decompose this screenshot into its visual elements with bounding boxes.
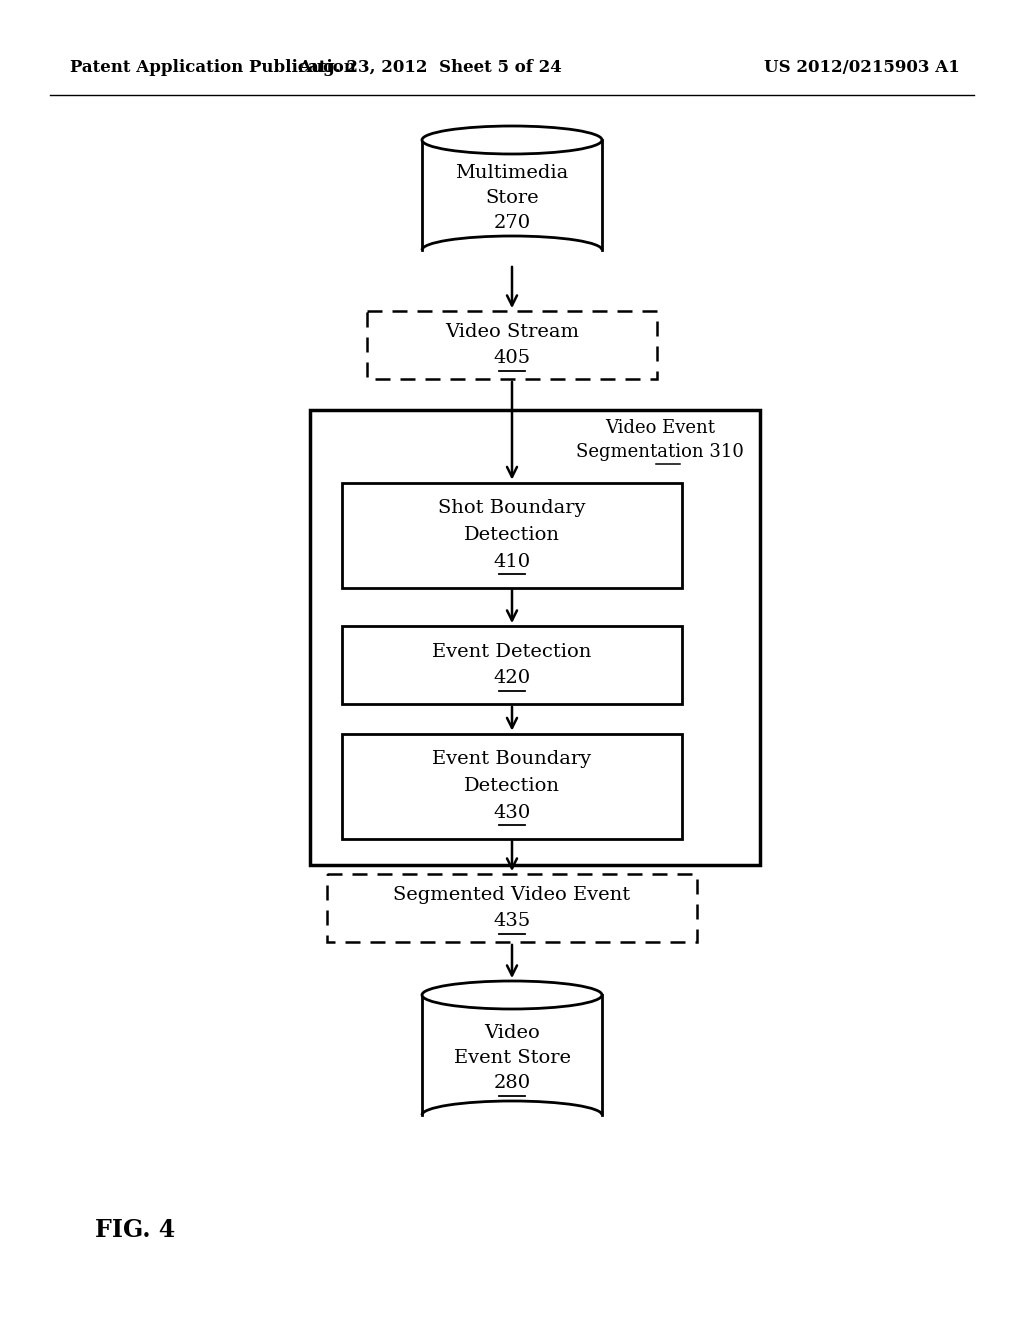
Text: Segmentation 310: Segmentation 310 bbox=[577, 444, 744, 461]
Text: 410: 410 bbox=[494, 553, 530, 570]
Text: Event Store: Event Store bbox=[454, 1049, 570, 1067]
Bar bbox=[422, 140, 602, 249]
Bar bbox=[422, 995, 602, 1115]
Text: FIG. 4: FIG. 4 bbox=[95, 1218, 175, 1242]
Text: Video Stream: Video Stream bbox=[445, 322, 579, 341]
Bar bbox=[342, 483, 682, 587]
Bar bbox=[342, 734, 682, 838]
Text: Segmented Video Event: Segmented Video Event bbox=[393, 886, 631, 904]
Text: Patent Application Publication: Patent Application Publication bbox=[70, 59, 356, 77]
Text: Detection: Detection bbox=[464, 525, 560, 544]
Text: Shot Boundary: Shot Boundary bbox=[438, 499, 586, 517]
Bar bbox=[342, 626, 682, 704]
Text: Store: Store bbox=[485, 189, 539, 207]
Text: 270: 270 bbox=[494, 214, 530, 232]
Text: 405: 405 bbox=[494, 350, 530, 367]
Bar bbox=[327, 874, 697, 942]
Bar bbox=[310, 411, 760, 865]
Text: 435: 435 bbox=[494, 912, 530, 931]
Text: 430: 430 bbox=[494, 804, 530, 821]
Text: US 2012/0215903 A1: US 2012/0215903 A1 bbox=[764, 59, 961, 77]
Text: Event Detection: Event Detection bbox=[432, 643, 592, 661]
Text: 420: 420 bbox=[494, 669, 530, 688]
Text: Aug. 23, 2012  Sheet 5 of 24: Aug. 23, 2012 Sheet 5 of 24 bbox=[298, 59, 562, 77]
Ellipse shape bbox=[422, 125, 602, 154]
Bar bbox=[367, 312, 657, 379]
Text: Video: Video bbox=[484, 1023, 540, 1041]
Text: 280: 280 bbox=[494, 1074, 530, 1092]
Text: Event Boundary: Event Boundary bbox=[432, 750, 592, 768]
Text: Multimedia: Multimedia bbox=[456, 164, 568, 182]
Text: Detection: Detection bbox=[464, 777, 560, 795]
Text: Video Event: Video Event bbox=[605, 418, 715, 437]
Ellipse shape bbox=[422, 981, 602, 1008]
